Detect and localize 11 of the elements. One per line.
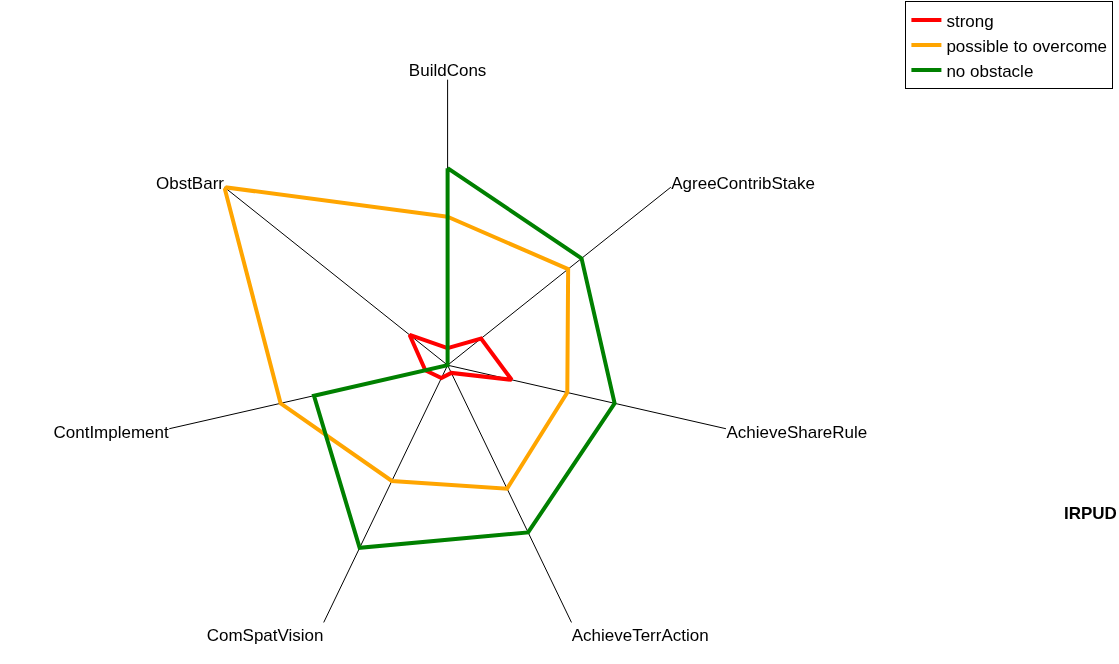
spoke-label: AchieveTerrAction — [571, 625, 709, 645]
spoke-label: AchieveShareRule — [726, 423, 868, 443]
legend-label: possible to overcome — [946, 36, 1108, 56]
spoke-label: AgreeContribStake — [671, 174, 815, 194]
spoke-label: BuildCons — [408, 60, 487, 80]
spoke-label: ObstBarr — [155, 174, 225, 194]
legend-label: no obstacle — [946, 61, 1034, 81]
spoke-label: ContImplement — [53, 423, 170, 443]
legend-label: strong — [946, 11, 994, 31]
spoke-label: ComSpatVision — [206, 625, 324, 645]
text: IRPUD — [1064, 504, 1117, 523]
